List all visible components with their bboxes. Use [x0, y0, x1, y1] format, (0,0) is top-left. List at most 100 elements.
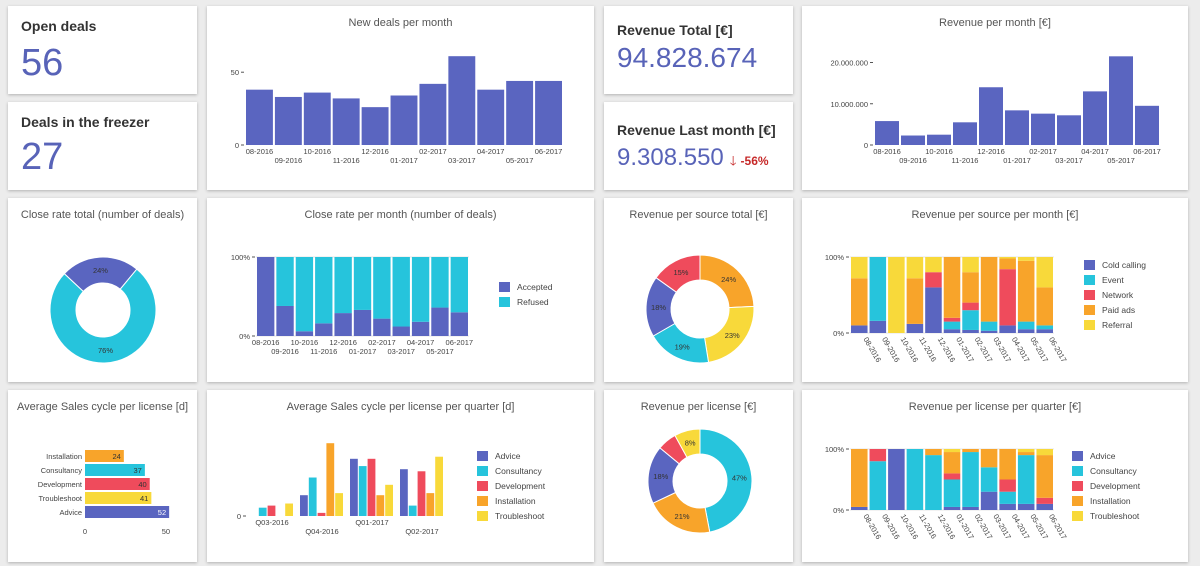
bar-segment [353, 257, 372, 310]
legend-label: Troubleshoot [495, 511, 545, 521]
pie-value-label: 15% [673, 268, 688, 277]
bar-value-label: 41 [140, 494, 148, 503]
bar-segment [392, 326, 410, 336]
x-tick-label: 06-2017 [446, 338, 474, 347]
bar-segment [315, 323, 333, 336]
chart-svg: 0%100%08-201609-201610-201611-201612-201… [825, 445, 1141, 541]
bar-segment [1036, 449, 1053, 456]
x-tick-label: 03-2017 [448, 156, 476, 165]
legend-label: Consultancy [495, 466, 543, 476]
chart-title: Average Sales cycle per license per quar… [286, 401, 515, 413]
x-tick-label: 08-2016 [862, 336, 884, 364]
bar [408, 505, 417, 516]
bar-segment [869, 449, 887, 462]
x-tick-label: 08-2016 [246, 147, 274, 156]
bar [376, 495, 385, 516]
bar [85, 478, 150, 490]
bar-segment [450, 257, 468, 313]
pie-value-label: 24% [721, 275, 736, 284]
pie-value-label: 19% [675, 342, 690, 351]
pie-value-label: 21% [675, 512, 690, 521]
bar [1083, 91, 1107, 145]
bar-segment [334, 313, 352, 336]
bar-segment [999, 258, 1016, 270]
bar-segment [1036, 325, 1053, 330]
revenue-per-license-per-quarter-chart: Revenue per license per quarter [€] 0% 100… [802, 390, 1188, 562]
bar-segment [1017, 329, 1035, 333]
chart-title: Average Sales cycle per license [d] [17, 401, 188, 413]
pie-value-label: 23% [725, 331, 740, 340]
bar [435, 456, 443, 516]
revenue-total-value: 94.828.674 [617, 42, 758, 73]
chart-svg: 24% 23% 19% 18% 15% [645, 254, 755, 364]
bar-segment [1017, 452, 1035, 456]
y-tick-label: 0% [239, 332, 250, 341]
bar [979, 87, 1003, 145]
bar-segment [943, 321, 961, 330]
bar-segment [962, 310, 979, 330]
bar [417, 471, 426, 516]
bar-segment [315, 257, 333, 324]
bar-segment [925, 257, 942, 273]
bar [1109, 56, 1133, 145]
bar [1057, 115, 1081, 145]
x-tick-label: 11-2016 [310, 347, 337, 356]
bar-segment [962, 302, 979, 311]
open-deals-title: Open deals [21, 18, 97, 34]
y-tick-label: 100% [825, 253, 845, 262]
bar [246, 89, 273, 145]
bar-segment [925, 449, 942, 456]
y-category-label: Installation [46, 452, 82, 461]
x-tick-label: 12-2016 [977, 147, 1005, 156]
pie-value-label: 24% [93, 266, 108, 275]
bar-segment [1017, 449, 1035, 453]
bar-segment [431, 257, 449, 308]
bar-segment [943, 317, 961, 322]
bar-segment [1017, 257, 1035, 261]
chart-svg: 0 50 08-201609-201610-201611-201612-201601… [231, 56, 562, 165]
pie-value-label: 76% [98, 346, 113, 355]
chart-title: Revenue per month [€] [939, 17, 1051, 29]
bar-segment [373, 257, 391, 319]
y-tick-label: 0% [833, 329, 844, 338]
x-tick-label: 03-2017 [387, 347, 415, 356]
x-tick-label: 06-2017 [1133, 147, 1161, 156]
bar-segment [851, 449, 868, 507]
chart-svg: 24% 76% [49, 256, 157, 364]
bar [535, 80, 562, 145]
x-tick-label: 04-2017 [1010, 336, 1032, 364]
bar-segment [999, 257, 1016, 259]
bar-segment [1017, 455, 1035, 504]
legend-label: Development [495, 481, 546, 491]
bar-segment [980, 467, 998, 492]
bar-segment [962, 449, 979, 453]
x-tick-label: 12-2016 [936, 336, 958, 364]
revenue-last-month-value: 9.308.550 [617, 144, 724, 171]
legend-swatch [499, 297, 510, 307]
bar [267, 505, 276, 516]
y-category-label: Consultancy [41, 466, 83, 475]
bar-segment [888, 449, 905, 510]
freezer-value: 27 [21, 136, 64, 178]
bar-value-label: 37 [134, 466, 142, 475]
bar-segment [962, 506, 979, 510]
x-tick-label: Q03-2016 [255, 518, 288, 527]
revenue-per-source-per-month-chart: Revenue per source per month [€] 0% 100% 08… [802, 198, 1188, 382]
bar-segment [999, 325, 1016, 333]
bar [385, 484, 393, 516]
x-tick-label: 09-2016 [880, 513, 902, 541]
x-tick-label: 09-2016 [899, 156, 927, 165]
bar-segment [943, 257, 961, 318]
legend-label: Development [1090, 481, 1141, 491]
bar [1005, 110, 1029, 145]
x-tick-label: 10-2016 [291, 338, 319, 347]
x-tick-label: 01-2017 [954, 513, 976, 541]
sales-cycle-per-quarter-chart: Average Sales cycle per license per quar… [207, 390, 594, 562]
bar-segment [980, 321, 998, 331]
legend-swatch [1084, 290, 1095, 300]
bar-segment [276, 257, 294, 306]
bar-segment [1017, 260, 1035, 322]
x-tick-label: 10-2016 [304, 147, 332, 156]
y-tick-label: 0 [235, 141, 239, 150]
y-tick-label: 0 [237, 512, 241, 521]
